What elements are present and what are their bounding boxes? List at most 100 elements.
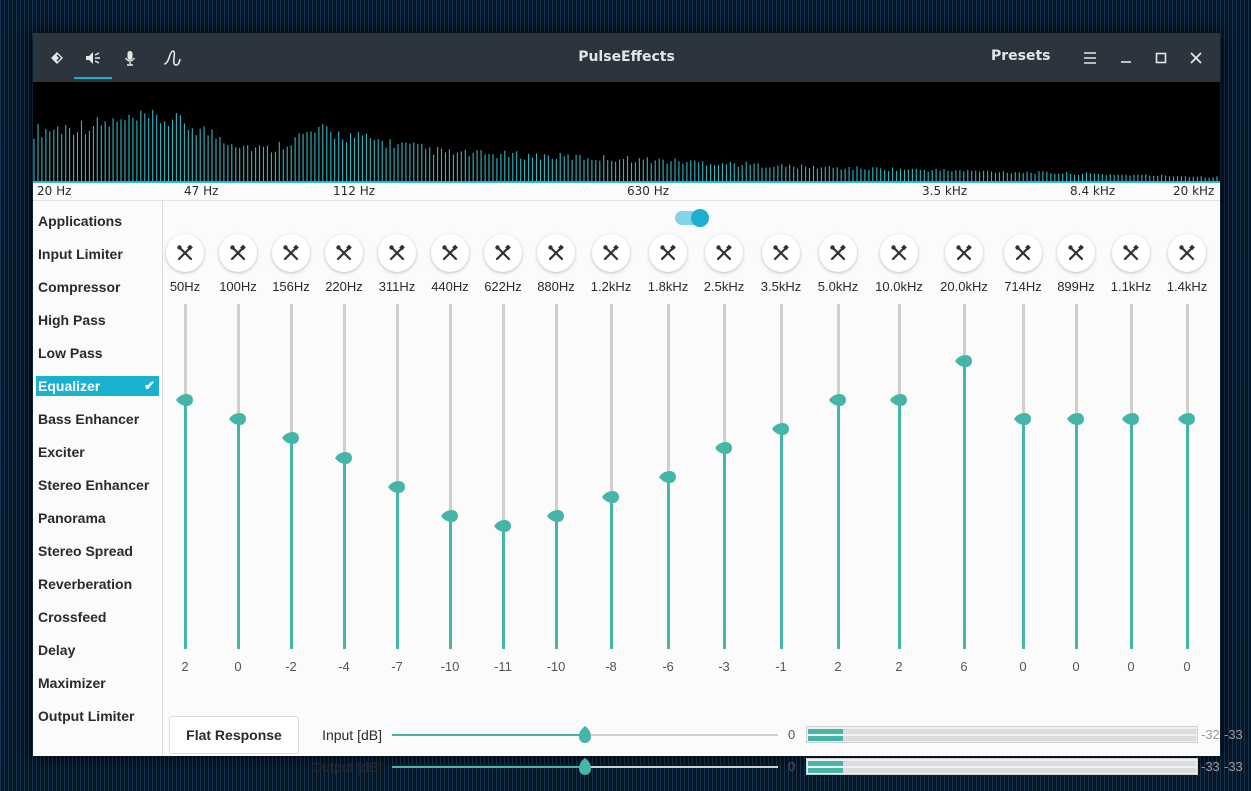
band-gain-slider[interactable]	[658, 467, 678, 487]
presets-button[interactable]: Presets	[991, 48, 1051, 64]
band-settings-button[interactable]	[1168, 234, 1206, 272]
band-frequency-label: 311Hz	[378, 279, 416, 294]
band-gain-value: -3	[718, 659, 730, 674]
sidebar-item-reverberation[interactable]: Reverberation	[38, 576, 133, 592]
band-gain-slider[interactable]	[714, 438, 734, 458]
band-settings-button[interactable]	[378, 234, 416, 272]
band-slider-fill	[837, 399, 840, 649]
band-slider-fill	[555, 516, 558, 649]
band-gain-slider[interactable]	[828, 390, 848, 410]
flat-response-button[interactable]: Flat Response	[169, 716, 299, 754]
sidebar-item-panorama[interactable]: Panorama	[38, 510, 106, 526]
sidebar-item-input-limiter[interactable]: Input Limiter	[38, 246, 123, 262]
sidebar-item-bass-enhancer[interactable]: Bass Enhancer	[38, 411, 140, 427]
microphone-icon[interactable]	[117, 45, 143, 71]
band-slider-fill	[343, 457, 346, 649]
band-gain-slider[interactable]	[228, 409, 248, 429]
band-settings-button[interactable]	[272, 234, 310, 272]
meter-left-channel	[808, 729, 1196, 734]
band-gain-slider[interactable]	[889, 390, 909, 410]
band-settings-button[interactable]	[592, 234, 630, 272]
band-gain-slider[interactable]	[1121, 409, 1141, 429]
output-gain-value: 0	[788, 759, 796, 774]
sidebar-item-stereo-enhancer[interactable]: Stereo Enhancer	[38, 477, 150, 493]
close-icon[interactable]	[1184, 46, 1208, 70]
plugin-sidebar: Applications Input Limiter Compressor Hi…	[33, 201, 163, 756]
input-gain-slider[interactable]	[575, 725, 595, 745]
maximize-icon[interactable]	[1149, 46, 1173, 70]
band-gain-slider[interactable]	[601, 487, 621, 507]
band-settings-button[interactable]	[819, 234, 857, 272]
band-slider-fill	[963, 360, 966, 649]
sidebar-item-delay[interactable]: Delay	[38, 642, 76, 658]
sidebar-item-equalizer[interactable]: Equalizer ✔	[36, 376, 159, 396]
band-gain-value: -6	[662, 659, 674, 674]
band-gain-slider[interactable]	[1066, 409, 1086, 429]
band-slider-fill	[667, 477, 670, 649]
band-frequency-label: 1.8kHz	[647, 279, 689, 294]
band-settings-button[interactable]	[1057, 234, 1095, 272]
sidebar-item-output-limiter[interactable]: Output Limiter	[38, 708, 135, 724]
band-gain-value: 0	[1019, 659, 1027, 674]
band-gain-value: -1	[775, 659, 787, 674]
equalizer-enable-switch[interactable]	[675, 209, 709, 227]
band-slider-fill	[610, 496, 613, 649]
band-gain-slider[interactable]	[546, 506, 566, 526]
sidebar-item-low-pass[interactable]: Low Pass	[38, 345, 103, 361]
band-settings-button[interactable]	[484, 234, 522, 272]
band-settings-button[interactable]	[705, 234, 743, 272]
sidebar-item-high-pass[interactable]: High Pass	[38, 312, 106, 328]
sidebar-item-exciter[interactable]: Exciter	[38, 444, 85, 460]
band-gain-value: 0	[1072, 659, 1080, 674]
band-settings-button[interactable]	[1004, 234, 1042, 272]
band-gain-slider[interactable]	[387, 477, 407, 497]
band-settings-button[interactable]	[219, 234, 257, 272]
band-settings-button[interactable]	[1112, 234, 1150, 272]
sidebar-item-maximizer[interactable]: Maximizer	[38, 675, 106, 691]
band-frequency-label: 622Hz	[484, 279, 522, 294]
band-gain-slider[interactable]	[440, 506, 460, 526]
band-gain-value: 0	[1183, 659, 1191, 674]
sidebar-item-stereo-spread[interactable]: Stereo Spread	[38, 543, 133, 559]
band-settings-button[interactable]	[166, 234, 204, 272]
band-settings-button[interactable]	[431, 234, 469, 272]
sidebar-item-applications[interactable]: Applications	[38, 213, 123, 229]
band-gain-slider[interactable]	[1177, 409, 1197, 429]
band-gain-value: 0	[1127, 659, 1135, 674]
band-gain-slider[interactable]	[175, 390, 195, 410]
sidebar-item-crossfeed[interactable]: Crossfeed	[38, 609, 107, 625]
spectrum-bars	[33, 109, 1220, 183]
band-settings-button[interactable]	[880, 234, 918, 272]
meter-left-channel	[808, 761, 1196, 766]
volume-icon[interactable]	[80, 45, 106, 71]
spectrum-label: 47 Hz	[184, 184, 219, 198]
band-settings-button[interactable]	[537, 234, 575, 272]
speaker-output-icon[interactable]	[44, 45, 70, 71]
tools-icon	[1068, 244, 1084, 261]
menu-icon[interactable]	[1078, 46, 1102, 70]
band-gain-slider[interactable]	[493, 516, 513, 536]
band-settings-button[interactable]	[945, 234, 983, 272]
band-settings-button[interactable]	[649, 234, 687, 272]
band-gain-slider[interactable]	[954, 351, 974, 371]
band-gain-slider[interactable]	[281, 428, 301, 448]
band-frequency-label: 1.1kHz	[1110, 279, 1152, 294]
band-gain-value: 2	[181, 659, 189, 674]
sidebar-item-compressor[interactable]: Compressor	[38, 279, 121, 295]
input-gain-fill	[392, 734, 585, 736]
tools-icon	[716, 244, 732, 261]
meter-right-channel	[808, 768, 1196, 773]
minimize-icon[interactable]	[1114, 46, 1138, 70]
band-settings-button[interactable]	[762, 234, 800, 272]
tools-icon	[442, 244, 458, 261]
band-slider-fill	[780, 428, 783, 649]
output-gain-slider[interactable]	[575, 757, 595, 777]
band-settings-button[interactable]	[325, 234, 363, 272]
band-frequency-label: 880Hz	[537, 279, 575, 294]
band-gain-slider[interactable]	[1013, 409, 1033, 429]
band-gain-slider[interactable]	[334, 448, 354, 468]
band-gain-slider[interactable]	[771, 419, 791, 439]
spectrum-label: 20 Hz	[37, 184, 72, 198]
equalizer-panel: 50Hz 2 100Hz 0 156Hz -2 220Hz -4 311Hz -7 440Hz -10…	[164, 201, 1243, 775]
spectrum-icon[interactable]	[159, 45, 185, 71]
